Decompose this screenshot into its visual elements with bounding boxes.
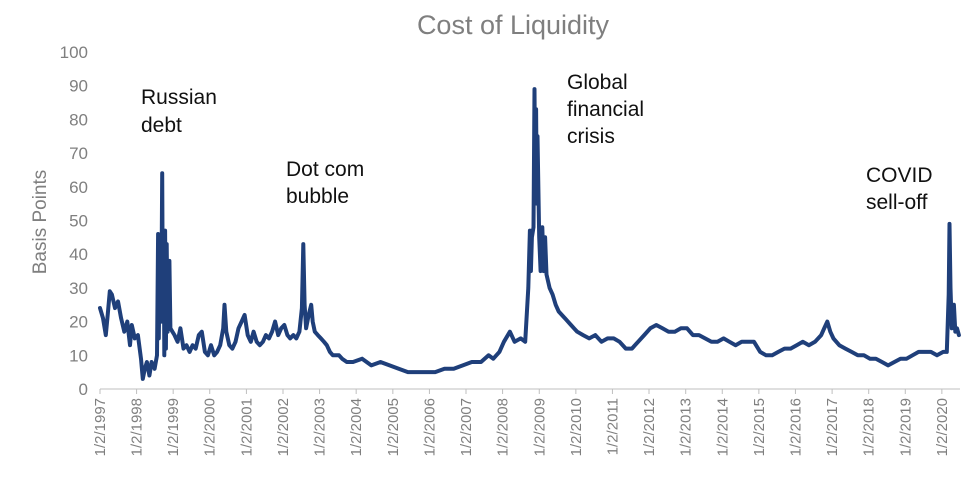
- y-tick-label: 100: [60, 43, 88, 62]
- series-line: [98, 87, 961, 381]
- annotation-covid-sell-off: COVID sell-off: [866, 164, 938, 214]
- x-tick-label: 1/2/1998: [129, 398, 146, 456]
- x-tick-label: 1/2/2002: [275, 398, 292, 456]
- x-tick-label: 1/2/2005: [385, 398, 402, 456]
- annotation-gfc-line-1: Global: [567, 71, 628, 94]
- x-tick-label: 1/2/2012: [641, 398, 658, 456]
- x-tick-label: 1/2/1999: [165, 398, 182, 456]
- y-tick-label: 20: [69, 313, 88, 332]
- x-tick-label: 1/2/2007: [458, 398, 475, 456]
- x-tick-label: 1/2/2003: [312, 398, 329, 456]
- annotation-dot-com-bubble-line-2: bubble: [286, 185, 349, 208]
- y-tick-label: 10: [69, 346, 88, 365]
- y-tick-label: 0: [79, 380, 88, 399]
- y-tick-label: 40: [69, 245, 88, 264]
- y-axis-label: Basis Points: [30, 170, 51, 275]
- annotation-covid-line-1: COVID: [866, 164, 933, 187]
- x-tick-label: 1/2/2015: [751, 398, 768, 456]
- y-tick-label: 60: [69, 178, 88, 197]
- annotation-dot-com-bubble: Dot com bubble: [286, 158, 370, 208]
- annotation-russian-debt: Russian debt: [141, 86, 223, 137]
- annotation-gfc-line-2: financial: [567, 98, 644, 121]
- annotation-russian-debt-line-2: debt: [141, 114, 182, 137]
- x-tick-label: 1/2/2010: [568, 398, 585, 456]
- chart-title: Cost of Liquidity: [417, 10, 610, 40]
- annotation-gfc-line-3: crisis: [567, 125, 615, 148]
- y-tick-label: 30: [69, 279, 88, 298]
- annotations: Russian debt Dot com bubble Global finan…: [141, 71, 938, 214]
- x-tick-label: 1/2/2009: [531, 398, 548, 456]
- series-group: [98, 87, 961, 381]
- x-tick-label: 1/2/2011: [604, 398, 621, 455]
- x-tick-label: 1/2/2014: [714, 398, 731, 456]
- annotation-dot-com-bubble-line-1: Dot com: [286, 158, 364, 181]
- x-tick-label: 1/2/2017: [824, 398, 841, 456]
- x-tick-label: 1/2/2006: [421, 398, 438, 456]
- x-tick-label: 1/2/2016: [787, 398, 804, 456]
- y-axis-ticks: 0 10 20 30 40 50 60 70 80 90 100: [60, 43, 88, 399]
- x-tick-label: 1/2/2018: [861, 398, 878, 456]
- annotation-global-financial-crisis: Global financial crisis: [567, 71, 650, 148]
- x-tick-label: 1/2/2004: [348, 398, 365, 456]
- y-tick-label: 80: [69, 110, 88, 129]
- x-axis-ticks: 1/2/1997 1/2/1998 1/2/1999 1/2/2000 1/2/2001…: [92, 389, 951, 456]
- x-tick-label: 1/2/2000: [202, 398, 219, 456]
- y-tick-label: 90: [69, 77, 88, 96]
- x-tick-label: 1/2/2013: [678, 398, 695, 456]
- annotation-covid-line-2: sell-off: [866, 191, 928, 214]
- x-tick-label: 1/2/2019: [897, 398, 914, 456]
- x-tick-label: 1/2/2001: [238, 398, 255, 456]
- y-tick-label: 50: [69, 212, 88, 231]
- x-tick-label: 1/2/1997: [92, 398, 109, 456]
- y-tick-label: 70: [69, 144, 88, 163]
- x-tick-label: 1/2/2020: [934, 398, 951, 456]
- x-tick-label: 1/2/2008: [495, 398, 512, 456]
- annotation-russian-debt-line-1: Russian: [141, 86, 217, 109]
